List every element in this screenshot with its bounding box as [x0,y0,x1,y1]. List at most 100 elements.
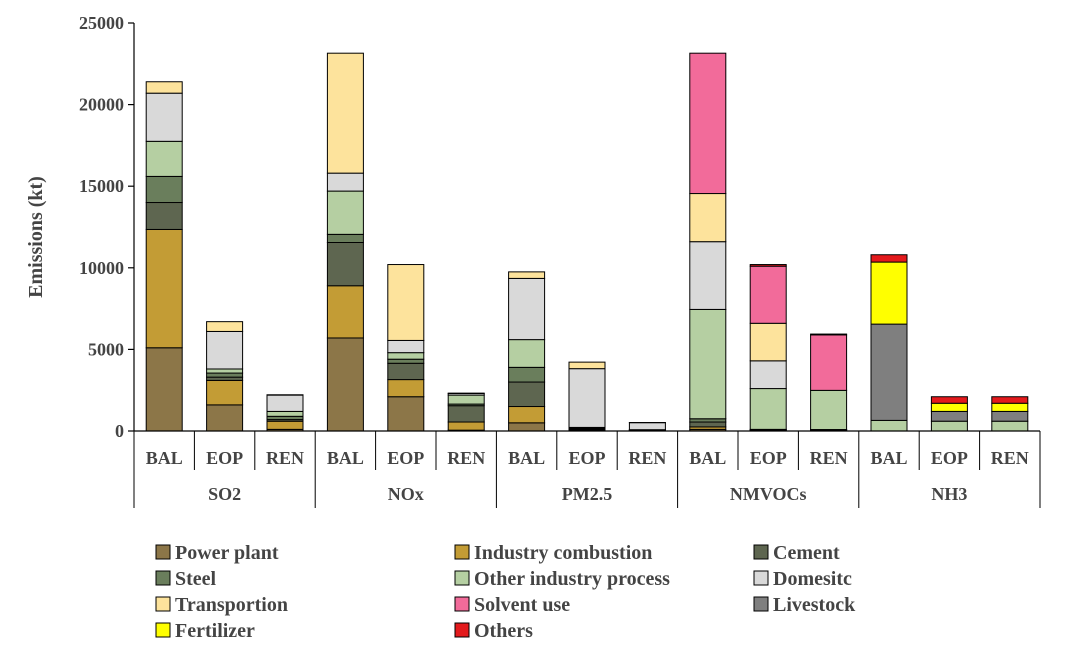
bar-segment-solvent-use [689,52,727,195]
legend-label: Others [474,620,533,642]
category-label: EOP [931,448,968,468]
bars [145,52,1029,432]
category-label: BAL [508,448,545,468]
bar-segment-domesitc [508,277,546,341]
bar-segment-cement [447,405,485,423]
y-tick-label: 5000 [88,339,124,359]
category-label: BAL [327,448,364,468]
legend: Power plant Industry combustion Cement Stee… [155,542,856,642]
bar-segment-industry-combustion [447,421,485,431]
bar-segment-domesitc [387,339,425,354]
bar-segment-others [930,396,968,404]
legend-swatch-industry-combustion [454,544,470,560]
bar-segment-domesitc [206,330,244,370]
category-label: REN [628,448,666,468]
bar-segment-other-industry-process [206,368,244,374]
legend-swatch-others [454,622,470,638]
bar-segment-cement [689,421,727,428]
bar-segment-steel [387,358,425,364]
bar-segment-livestock [991,410,1029,422]
bar-segment-other-industry-process [387,352,425,360]
y-tick-label: 15000 [79,176,124,196]
bar-segment-other-industry-process [447,394,485,405]
category-label: REN [810,448,848,468]
bar-segment-fertilizer [930,402,968,412]
bar-segment-transportion [689,193,727,243]
legend-label: Power plant [175,542,279,564]
category-label: REN [991,448,1029,468]
legend-swatch-steel [155,570,171,586]
legend-swatch-transportion [155,596,171,612]
group-label: NH3 [931,484,967,504]
bar-segment-cement [326,242,364,287]
bar-segment-transportion [387,264,425,341]
bar-segment-domesitc [266,394,304,412]
bar-segment-industry-combustion [145,228,183,349]
bar-segment-cement [145,202,183,230]
y-tick-label: 10000 [79,258,124,278]
legend-swatch-power-plant [155,544,171,560]
bar-segment-power-plant [206,404,244,432]
legend-swatch-solvent-use [454,596,470,612]
legend-swatch-cement [753,544,769,560]
category-label: EOP [206,448,243,468]
bar-segment-cement [387,362,425,381]
bar-segment-cement [508,381,546,408]
group-label: NOx [388,484,424,504]
bar-segment-industry-combustion [508,406,546,424]
bar-segment-others [749,264,787,267]
legend-label: Solvent use [474,594,570,616]
y-tick-label: 20000 [79,95,124,115]
bar-segment-livestock [930,410,968,422]
bar-segment-industry-combustion [326,285,364,339]
bar-segment-power-plant [145,347,183,432]
bar-segment-steel [145,175,183,204]
group-label: PM2.5 [562,484,612,504]
bar-segment-transportion [145,81,183,94]
category-label: EOP [750,448,787,468]
axes: 0 5000 10000 15000 20000 25000 Emissions (kt) B… [25,13,1041,508]
bar-segment-other-industry-process [810,389,848,431]
bar-segment-transportion [508,271,546,279]
legend-label: Livestock [773,594,856,616]
bar-segment-fertilizer [991,402,1029,412]
legend-label: Fertilizer [175,620,255,642]
legend-label: Cement [773,542,840,564]
legend-swatch-domesitc [753,570,769,586]
bar-segment-other-industry-process [870,419,908,432]
category-label: REN [447,448,485,468]
bar-segment-industry-combustion [387,379,425,398]
legend-swatch-livestock [753,596,769,612]
bar-segment-domesitc [628,422,666,431]
bar-segment-transportion [206,321,244,332]
bar-segment-other-industry-process [689,308,727,420]
legend-label: Transportion [175,594,288,616]
legend-swatch-fertilizer [155,622,171,638]
category-label: EOP [568,448,605,468]
bar-segment-domesitc [568,368,606,428]
bar-segment-power-plant [387,396,425,432]
y-tick-label: 25000 [79,13,124,33]
bar-segment-others [991,396,1029,404]
y-tick-label: 0 [115,421,124,441]
bar-segment-solvent-use [810,334,848,391]
legend-swatch-other-industry-process [454,570,470,586]
category-label: EOP [387,448,424,468]
bar-segment-steel [508,366,546,383]
category-label: BAL [870,448,907,468]
group-label: SO2 [208,484,241,504]
bar-segment-others [810,333,848,336]
bar-segment-industry-combustion [206,379,244,406]
legend-label: Other industry process [474,568,670,590]
bar-segment-solvent-use [749,265,787,324]
bar-segment-domesitc [145,92,183,142]
legend-label: Industry combustion [474,542,652,564]
bar-segment-other-industry-process [266,410,304,417]
bar-segment-steel [326,233,364,243]
group-label: NMVOCs [730,484,807,504]
bar-segment-power-plant [508,422,546,432]
bar-segment-other-industry-process [991,420,1029,432]
bar-segment-domesitc [326,172,364,192]
y-axis-label: Emissions (kt) [25,176,47,298]
